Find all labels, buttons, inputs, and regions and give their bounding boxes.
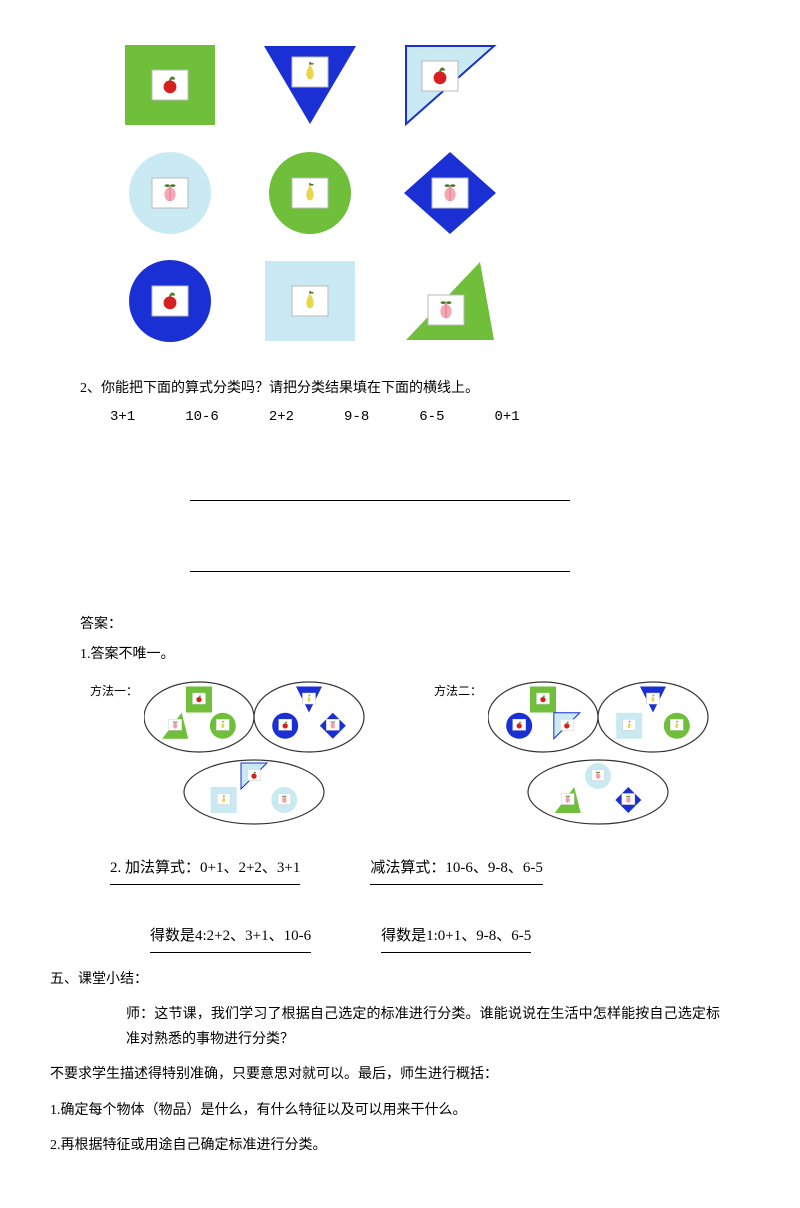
shape-cell xyxy=(400,40,500,139)
method-2-diagram xyxy=(488,677,718,827)
answer-2-result1: 得数是1:0+1、9-8、6-5 xyxy=(381,923,531,953)
summary-title: 五、课堂小结： xyxy=(50,967,750,992)
answer-2-prefix: 2. xyxy=(110,860,121,876)
answer-blank-2[interactable] xyxy=(190,531,570,572)
shape-cell xyxy=(260,256,360,355)
summary-p4: 2.再根据特征或用途自己确定标准进行分类。 xyxy=(50,1133,750,1158)
shape-cell xyxy=(260,40,360,139)
shape-cell xyxy=(400,256,500,355)
summary-p1: 师：这节课，我们学习了根据自己选定的标准进行分类。谁能说说在生活中怎样能按自己选… xyxy=(126,1002,720,1052)
expression: 0+1 xyxy=(494,405,519,430)
summary-p1-text: 师：这节课，我们学习了根据自己选定的标准进行分类。谁能说说在生活中怎样能按自己选… xyxy=(126,1007,720,1047)
shape-cell xyxy=(260,148,360,247)
method-2: 方法二： xyxy=(434,677,718,827)
summary-p2: 不要求学生描述得特别准确，只要意思对就可以。最后，师生进行概括： xyxy=(50,1062,750,1087)
answer-blank-1[interactable] xyxy=(190,460,570,501)
shapes-grid xyxy=(110,40,750,356)
answers-label: 答案： xyxy=(80,612,750,637)
expression-row: 3+1 10-6 2+2 9-8 6-5 0+1 xyxy=(110,405,750,430)
method-1-label: 方法一： xyxy=(90,681,138,703)
shape-cell xyxy=(120,256,220,355)
expression: 10-6 xyxy=(185,405,219,430)
expression: 6-5 xyxy=(419,405,444,430)
methods-row: 方法一： xyxy=(90,677,750,827)
method-1: 方法一： xyxy=(90,677,374,827)
expression: 9-8 xyxy=(344,405,369,430)
answer-2-result4: 得数是4:2+2、3+1、10-6 xyxy=(150,923,311,953)
answer-2-sub: 减法算式：10-6、9-8、6-5 xyxy=(370,855,543,885)
shape-cell xyxy=(120,148,220,247)
method-2-label: 方法二： xyxy=(434,681,482,703)
summary-p3: 1.确定每个物体（物品）是什么，有什么特征以及可以用来干什么。 xyxy=(50,1098,750,1123)
expression: 2+2 xyxy=(269,405,294,430)
shape-cell xyxy=(400,148,500,247)
answer-1: 1.答案不唯一。 xyxy=(80,642,750,667)
question-2-text: 2、你能把下面的算式分类吗？请把分类结果填在下面的横线上。 xyxy=(80,376,750,401)
answer-2-add: 2. 加法算式：0+1、2+2、3+1 xyxy=(110,855,300,885)
expression: 3+1 xyxy=(110,405,135,430)
method-1-diagram xyxy=(144,677,374,827)
shape-cell xyxy=(120,40,220,139)
answer-2-add-text: 加法算式：0+1、2+2、3+1 xyxy=(125,860,300,876)
